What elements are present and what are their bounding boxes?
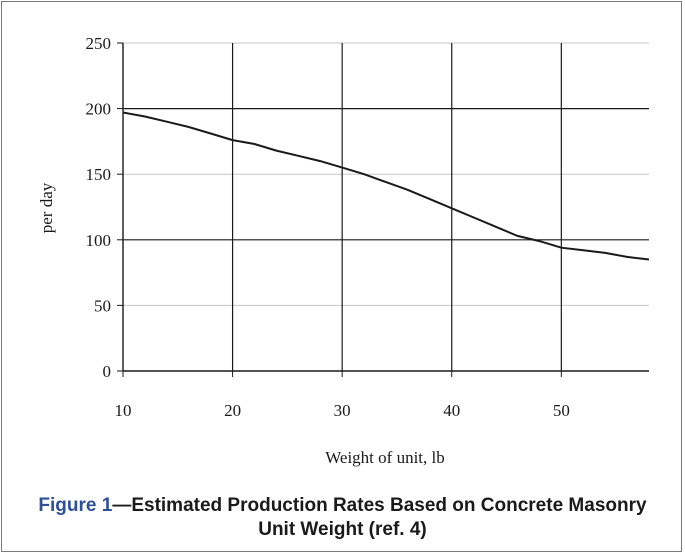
y-tick-label: 250: [86, 34, 112, 53]
figure-caption: Figure 1—Estimated Production Rates Base…: [20, 494, 665, 542]
grid: [123, 42, 649, 371]
x-tick-label: 10: [115, 401, 132, 420]
x-tick-label: 50: [553, 401, 570, 420]
tick-labels: 0 50 100 150 200 250 10 20 30 40 50: [86, 34, 570, 420]
x-axis-label: Weight of unit, lb: [325, 448, 445, 467]
y-tick-label: 100: [86, 231, 112, 250]
y-tick-label: 0: [103, 362, 112, 381]
y-axis-label: per day: [37, 182, 56, 233]
series-group: [122, 111, 650, 261]
y-tick-label: 200: [86, 100, 112, 119]
caption-title: —Estimated Production Rates Based on Con…: [112, 495, 647, 540]
y-tick-label: 50: [94, 296, 111, 315]
x-tick-label: 40: [443, 401, 460, 420]
axes: [117, 42, 649, 377]
x-tick-label: 20: [224, 401, 241, 420]
y-tick-label: 150: [86, 165, 112, 184]
x-tick-label: 30: [334, 401, 351, 420]
line-chart: 0 50 100 150 200 250 10 20 30 40 50 Weight of unit…: [37, 34, 650, 467]
figure-label: Figure 1: [38, 495, 113, 516]
series-line: [122, 111, 650, 261]
